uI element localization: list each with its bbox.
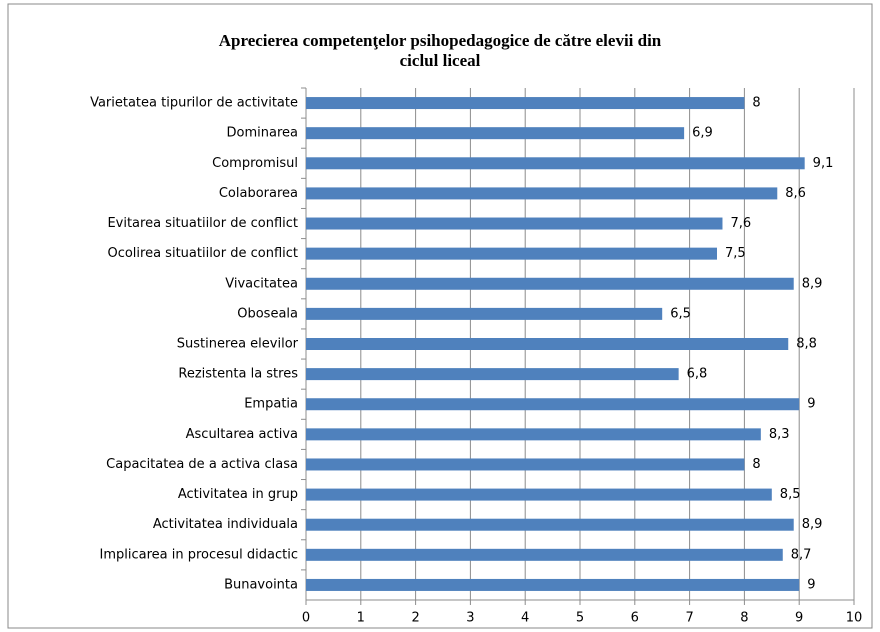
bar: [306, 307, 663, 320]
x-tick-label: 3: [466, 611, 474, 626]
y-tick-label: Bunavointa: [224, 577, 298, 592]
bar: [306, 578, 800, 591]
data-label: 9: [807, 577, 815, 592]
y-tick-label: Varietatea tipurilor de activitate: [90, 96, 298, 111]
bar: [306, 458, 745, 471]
x-tick-label: 10: [846, 611, 863, 626]
data-label: 8,8: [796, 337, 817, 352]
bar: [306, 127, 685, 140]
x-tick-label: 4: [521, 611, 529, 626]
x-tick-label: 9: [795, 611, 803, 626]
x-tick-label: 2: [411, 611, 419, 626]
bar: [306, 187, 778, 200]
y-tick-label: Oboseala: [237, 306, 298, 321]
x-tick-label: 1: [357, 611, 365, 626]
data-label: 8,5: [780, 487, 801, 502]
y-tick-label: Ascultarea activa: [186, 427, 298, 442]
y-tick-label: Ocolirea situatiilor de conflict: [107, 246, 298, 261]
y-tick-label: Implicarea in procesul didactic: [100, 547, 298, 562]
bar: [306, 368, 679, 381]
bar: [306, 488, 772, 501]
y-tick-label: Compromisul: [212, 156, 298, 171]
data-label: 7,5: [725, 246, 746, 261]
data-label: 6,5: [670, 306, 691, 321]
x-tick-label: 7: [685, 611, 693, 626]
data-label: 7,6: [730, 216, 751, 231]
data-label: 8: [752, 457, 760, 472]
y-tick-label: Empatia: [244, 397, 298, 412]
bar: [306, 338, 789, 350]
y-tick-label: Capacitatea de a activa clasa: [106, 457, 298, 472]
y-tick-label: Evitarea situatiilor de conflict: [107, 216, 298, 231]
data-label: 9: [807, 397, 815, 412]
y-tick-label: Colaborarea: [219, 186, 298, 201]
data-label: 9,1: [813, 156, 834, 171]
x-tick-label: 0: [302, 611, 310, 626]
data-label: 8,6: [785, 186, 806, 201]
x-tick-label: 6: [631, 611, 639, 626]
bar: [306, 157, 805, 170]
y-tick-label: Sustinerea elevilor: [177, 337, 299, 352]
data-label: 8,9: [802, 517, 823, 532]
bar: [306, 247, 717, 260]
bar: [306, 398, 800, 411]
bar: [306, 518, 794, 531]
y-tick-label: Activitatea individuala: [153, 517, 298, 532]
y-tick-label: Activitatea in grup: [178, 487, 298, 502]
data-label: 6,9: [692, 126, 713, 141]
y-tick-label: Vivacitatea: [225, 276, 298, 291]
x-tick-label: 5: [576, 611, 584, 626]
bar: [306, 548, 783, 561]
chart-title: ciclul liceal: [400, 51, 481, 70]
chart-title: Aprecierea competenţelor psihopedagogice…: [219, 31, 662, 50]
bar: [306, 217, 723, 230]
data-label: 8,7: [791, 547, 812, 562]
y-tick-label: Rezistenta la stres: [178, 367, 298, 382]
data-label: 8,9: [802, 276, 823, 291]
y-tick-label: Dominarea: [227, 126, 298, 141]
data-label: 8: [752, 96, 760, 111]
bar: [306, 277, 794, 290]
data-label: 6,8: [687, 367, 708, 382]
bar: [306, 428, 761, 441]
bar: [306, 97, 745, 110]
data-label: 8,3: [769, 427, 790, 442]
x-tick-label: 8: [740, 611, 748, 626]
